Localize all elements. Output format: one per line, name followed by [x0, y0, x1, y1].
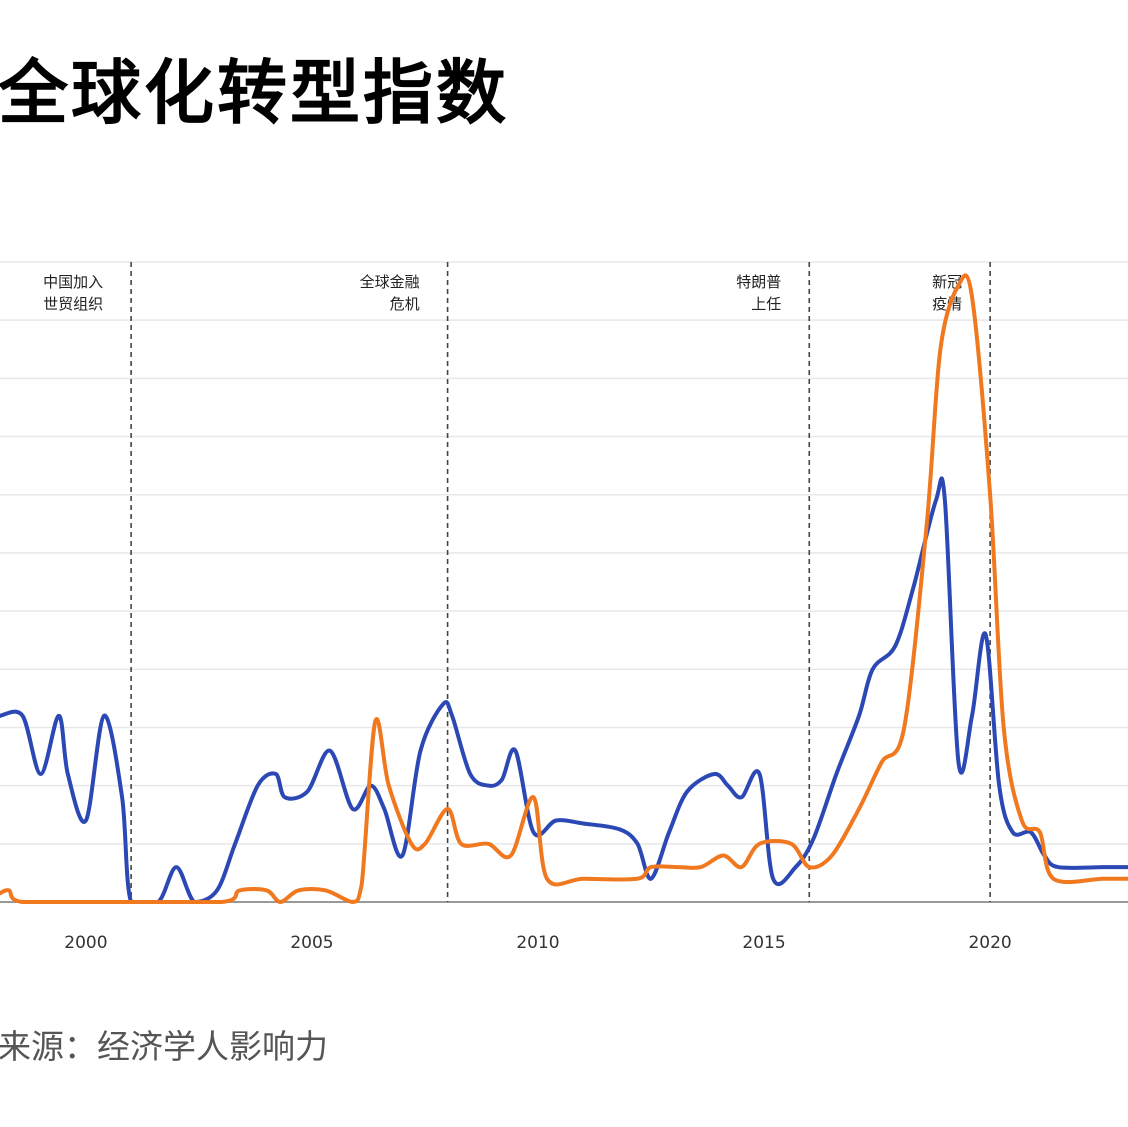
series-lines — [0, 273, 1128, 905]
grid-lines — [0, 261, 1128, 845]
event-label: 上任 — [751, 295, 781, 313]
x-tick-label: 2015 — [742, 933, 785, 953]
event-label: 特朗普 — [736, 273, 781, 291]
event-label: 新冠 — [932, 273, 962, 291]
event-label: 世贸组织 — [43, 295, 103, 313]
x-tick-label: 2005 — [290, 933, 333, 953]
x-tick-label: 2020 — [968, 933, 1011, 953]
x-axis: 2000 2005 2010 2015 2020 — [0, 901, 1128, 953]
event-label: 中国加入 — [43, 273, 103, 291]
event-label: 疫情 — [932, 295, 962, 313]
event-label: 全球金融 — [360, 273, 420, 291]
source-note: 来源：经济学人影响力 — [0, 1027, 328, 1066]
series-line-orange — [0, 273, 1128, 905]
page-title: 全球化转型指数 — [0, 52, 509, 134]
series-line-blue — [0, 476, 1128, 904]
event-label: 危机 — [390, 295, 420, 313]
x-tick-label: 2000 — [64, 933, 107, 953]
x-tick-label: 2010 — [516, 933, 559, 953]
